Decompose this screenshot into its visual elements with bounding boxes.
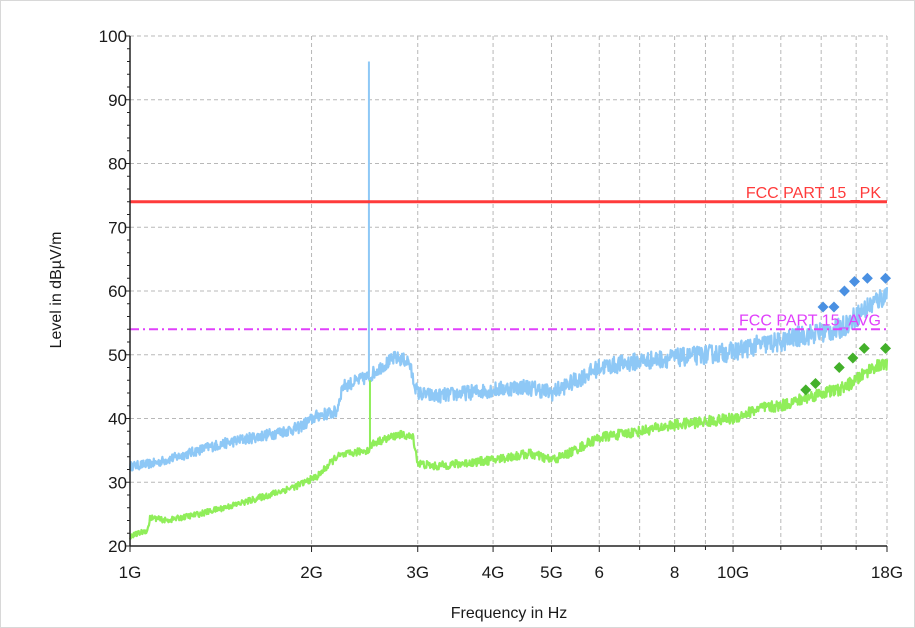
x-tick-label: 6 xyxy=(595,563,604,582)
peak-marker xyxy=(838,285,850,297)
series-line-2 xyxy=(128,358,889,540)
peak-marker xyxy=(833,362,845,373)
x-tick-label: 10G xyxy=(717,563,749,582)
peak-marker xyxy=(880,272,892,284)
peak-marker xyxy=(847,352,859,364)
limit-lines: FCC PART 15 _PK FCC PART 15_AVG xyxy=(130,185,887,331)
series-layer xyxy=(128,61,889,540)
x-tick-label: 18G xyxy=(871,563,903,582)
limit-label-2: FCC PART 15_AVG xyxy=(739,312,881,329)
peak-marker xyxy=(817,301,829,313)
y-tick-label: 100 xyxy=(99,27,127,46)
peak-marker xyxy=(861,272,873,284)
peak-marker xyxy=(810,377,822,389)
series-line-1 xyxy=(128,287,889,472)
y-tick-label: 40 xyxy=(108,410,127,429)
peak-marker xyxy=(828,301,840,313)
y-tick-label: 50 xyxy=(108,346,127,365)
y-tick-label: 80 xyxy=(108,155,127,174)
x-tick-label: 8 xyxy=(670,563,679,582)
x-axis-label: Frequency in Hz xyxy=(451,605,568,622)
peak-markers xyxy=(800,272,892,396)
x-tick-label: 1G xyxy=(119,563,142,582)
x-tick-labels: 1G 2G 3G 4G 5G 6 8 10G 18G xyxy=(119,563,903,582)
x-tick-label: 5G xyxy=(540,563,563,582)
y-tick-label: 70 xyxy=(108,218,127,237)
x-tick-label: 3G xyxy=(406,563,429,582)
y-tick-label: 90 xyxy=(108,91,127,110)
x-tick-label: 4G xyxy=(482,563,505,582)
y-tick-labels: 20 30 40 50 60 70 80 90 100 xyxy=(99,27,127,556)
grid xyxy=(130,35,888,546)
x-tick-label: 2G xyxy=(300,563,323,582)
y-tick-label: 60 xyxy=(108,282,127,301)
peak-marker xyxy=(800,384,812,396)
y-tick-label: 30 xyxy=(108,473,127,492)
peak-marker xyxy=(849,275,861,287)
peak-marker xyxy=(880,342,892,354)
y-axis-label: Level in dBµV/m xyxy=(48,232,65,349)
limit-label-1: FCC PART 15 _PK xyxy=(746,185,881,202)
peak-marker xyxy=(858,342,870,354)
axes xyxy=(125,35,888,552)
y-tick-label: 20 xyxy=(108,537,127,556)
